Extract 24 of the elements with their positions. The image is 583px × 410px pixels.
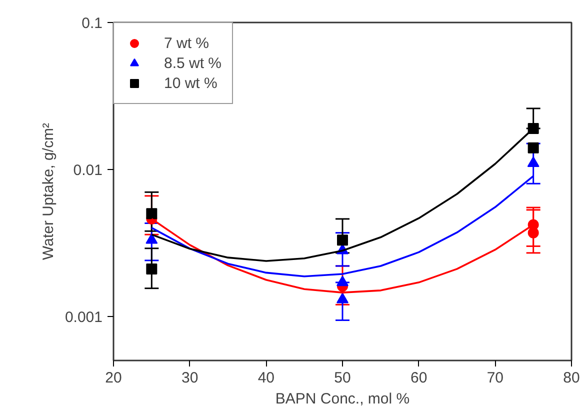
- point: [146, 208, 158, 220]
- x-tick-label: 20: [105, 370, 122, 386]
- x-tick-label: 70: [486, 370, 504, 386]
- point: [146, 263, 158, 274]
- x-tick-label: 50: [334, 370, 351, 386]
- y-tick-label: 0.1: [82, 15, 103, 32]
- point: [528, 227, 539, 238]
- y-axis-title: Water Uptake, g/cm²: [40, 123, 57, 260]
- x-tick-label: 40: [258, 370, 275, 386]
- y-tick-label: 0.001: [64, 308, 103, 326]
- legend-label: 8.5 wt %: [164, 54, 222, 72]
- point: [337, 234, 348, 246]
- point: [146, 233, 158, 244]
- point: [336, 292, 348, 304]
- point: [528, 142, 539, 154]
- legend-label: 10 wt %: [164, 74, 218, 92]
- point: [336, 276, 348, 286]
- x-tick-label: 30: [181, 370, 198, 386]
- x-axis-title: BAPN Conc., mol %: [275, 390, 410, 408]
- legend-label: 7 wt %: [164, 34, 210, 52]
- x-tick-label: 60: [410, 370, 428, 386]
- y-tick-label: 0.01: [73, 162, 103, 179]
- point: [528, 122, 539, 134]
- x-tick-label: 80: [563, 370, 580, 386]
